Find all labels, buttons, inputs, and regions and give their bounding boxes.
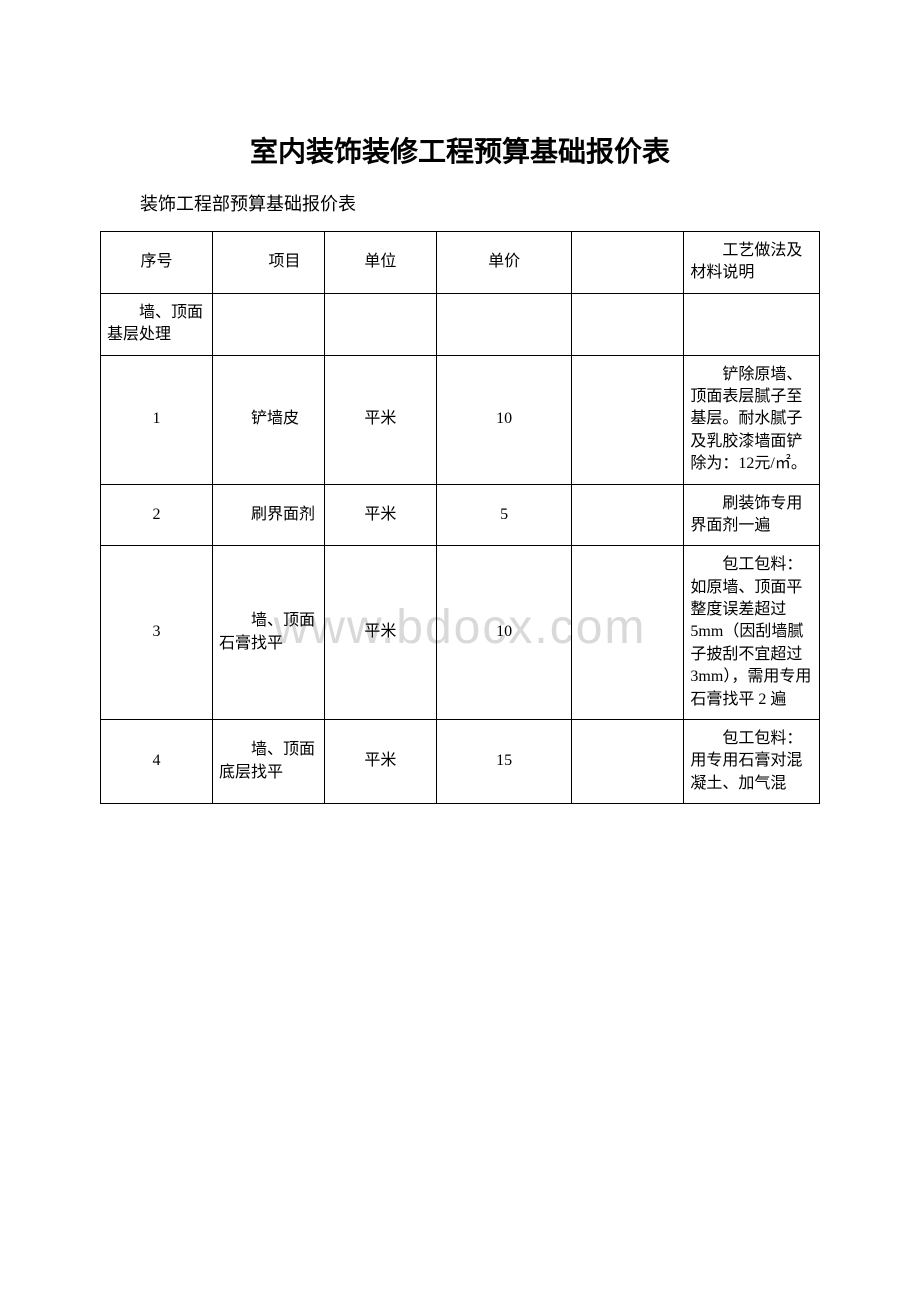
cell-desc: 铲除原墙、顶面表层腻子至基层。耐水腻子及乳胶漆墙面铲除为：12元/㎡。: [684, 355, 820, 484]
cell-item: 墙、顶面石膏找平: [212, 546, 324, 720]
cell-blank: [572, 546, 684, 720]
cell-unit: 平米: [324, 546, 436, 720]
cell-price: 15: [436, 720, 572, 804]
cell-unit: 平米: [324, 484, 436, 546]
table-row: 3 墙、顶面石膏找平 平米 10 包工包料：如原墙、顶面平整度误差超过5mm（因…: [101, 546, 820, 720]
cell-desc: 包工包料：如原墙、顶面平整度误差超过5mm（因刮墙腻子披刮不宜超过 3mm），需…: [684, 546, 820, 720]
section-blank: [684, 293, 820, 355]
cell-price: 10: [436, 355, 572, 484]
cell-price: 5: [436, 484, 572, 546]
cell-blank: [572, 484, 684, 546]
cell-unit: 平米: [324, 720, 436, 804]
table-row: 1 铲墙皮 平米 10 铲除原墙、顶面表层腻子至基层。耐水腻子及乳胶漆墙面铲除为…: [101, 355, 820, 484]
cell-seq: 2: [101, 484, 213, 546]
cell-price: 10: [436, 546, 572, 720]
cell-blank: [572, 355, 684, 484]
table-row: 2 刷界面剂 平米 5 刷装饰专用界面剂一遍: [101, 484, 820, 546]
cell-item: 刷界面剂: [212, 484, 324, 546]
cell-item: 铲墙皮: [212, 355, 324, 484]
cell-item: 墙、顶面底层找平: [212, 720, 324, 804]
header-price: 单价: [436, 232, 572, 294]
header-item: 项目: [212, 232, 324, 294]
section-blank: [572, 293, 684, 355]
header-seq: 序号: [101, 232, 213, 294]
table-row: 4 墙、顶面底层找平 平米 15 包工包料：用专用石膏对混凝土、加气混: [101, 720, 820, 804]
header-desc: 工艺做法及材料说明: [684, 232, 820, 294]
section-blank: [212, 293, 324, 355]
section-row: 墙、顶面基层处理: [101, 293, 820, 355]
cell-desc: 包工包料：用专用石膏对混凝土、加气混: [684, 720, 820, 804]
section-cell: 墙、顶面基层处理: [101, 293, 213, 355]
cell-blank: [572, 720, 684, 804]
main-title: 室内装饰装修工程预算基础报价表: [100, 130, 820, 170]
document-content: 室内装饰装修工程预算基础报价表 装饰工程部预算基础报价表 序号 项目 单位 单价…: [100, 130, 820, 804]
cell-unit: 平米: [324, 355, 436, 484]
header-blank: [572, 232, 684, 294]
cell-desc: 刷装饰专用界面剂一遍: [684, 484, 820, 546]
section-blank: [436, 293, 572, 355]
budget-table: 序号 项目 单位 单价 工艺做法及材料说明 墙、顶面基层处理 1 铲墙皮 平米 …: [100, 231, 820, 804]
cell-seq: 4: [101, 720, 213, 804]
cell-seq: 1: [101, 355, 213, 484]
cell-seq: 3: [101, 546, 213, 720]
header-unit: 单位: [324, 232, 436, 294]
table-header-row: 序号 项目 单位 单价 工艺做法及材料说明: [101, 232, 820, 294]
subtitle: 装饰工程部预算基础报价表: [140, 190, 820, 216]
section-blank: [324, 293, 436, 355]
